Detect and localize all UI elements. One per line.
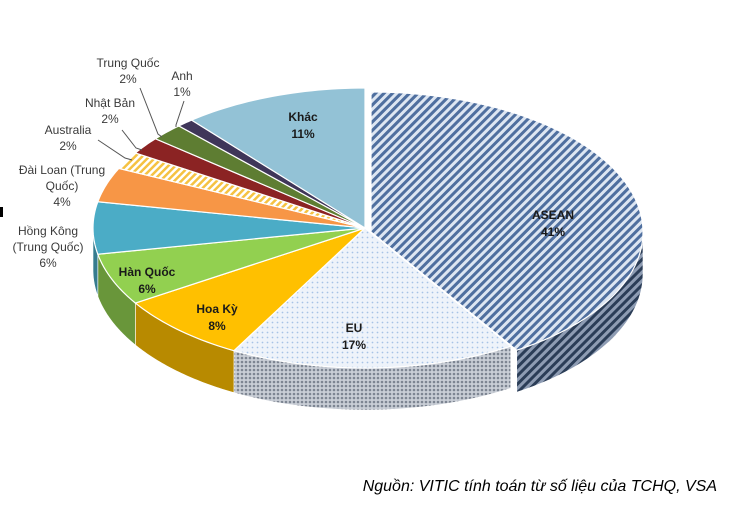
source-note: Nguồn: VITIC tính toán từ số liệu của TC… bbox=[362, 478, 717, 495]
pie-slice-11 bbox=[190, 87, 366, 230]
slice-label-7: Australia 2% bbox=[45, 123, 92, 153]
slice-label-5: Hồng Kông (Trung Quốc) 6% bbox=[13, 224, 84, 270]
slice-label-9: Trung Quốc 2% bbox=[97, 56, 160, 86]
pie-slice-6 bbox=[96, 167, 366, 229]
pie-slice-2 bbox=[232, 227, 512, 369]
leader-line-8 bbox=[121, 129, 143, 151]
pie-slice-10 bbox=[177, 119, 366, 229]
slice-label-6: Đài Loan (Trung Quốc) 4% bbox=[19, 163, 105, 209]
slice-label-11: Khác 11% bbox=[288, 110, 318, 141]
leader-line-9 bbox=[139, 87, 163, 138]
pie-slice-7 bbox=[117, 152, 366, 229]
pie-slice-5 bbox=[92, 201, 366, 255]
pie-side-walls bbox=[92, 228, 644, 411]
pie-slices bbox=[92, 87, 644, 369]
slice-label-3: Hoa Kỳ 8% bbox=[196, 302, 238, 333]
pie-labels: ASEAN 41% EU 17% Hoa Kỳ 8% Hàn Quốc 6% Hồng Kông… bbox=[13, 56, 574, 352]
slice-label-8: Nhật Bản 2% bbox=[85, 96, 135, 126]
slice-label-4: Hàn Quốc 6% bbox=[119, 265, 176, 296]
pie-slice-8 bbox=[134, 138, 366, 229]
leader-line-7 bbox=[97, 139, 133, 161]
pie-slice-1 bbox=[370, 91, 644, 351]
slice-label-1: ASEAN 41% bbox=[532, 208, 574, 239]
slice-label-2: EU 17% bbox=[342, 321, 366, 352]
pie-slice-9 bbox=[154, 125, 366, 229]
cropped-edge-mark bbox=[0, 207, 3, 217]
leader-line-10 bbox=[175, 100, 185, 127]
slice-label-10: Anh 1% bbox=[171, 69, 192, 99]
pie-slice-4 bbox=[96, 227, 366, 304]
pie-slice-3 bbox=[134, 227, 366, 352]
